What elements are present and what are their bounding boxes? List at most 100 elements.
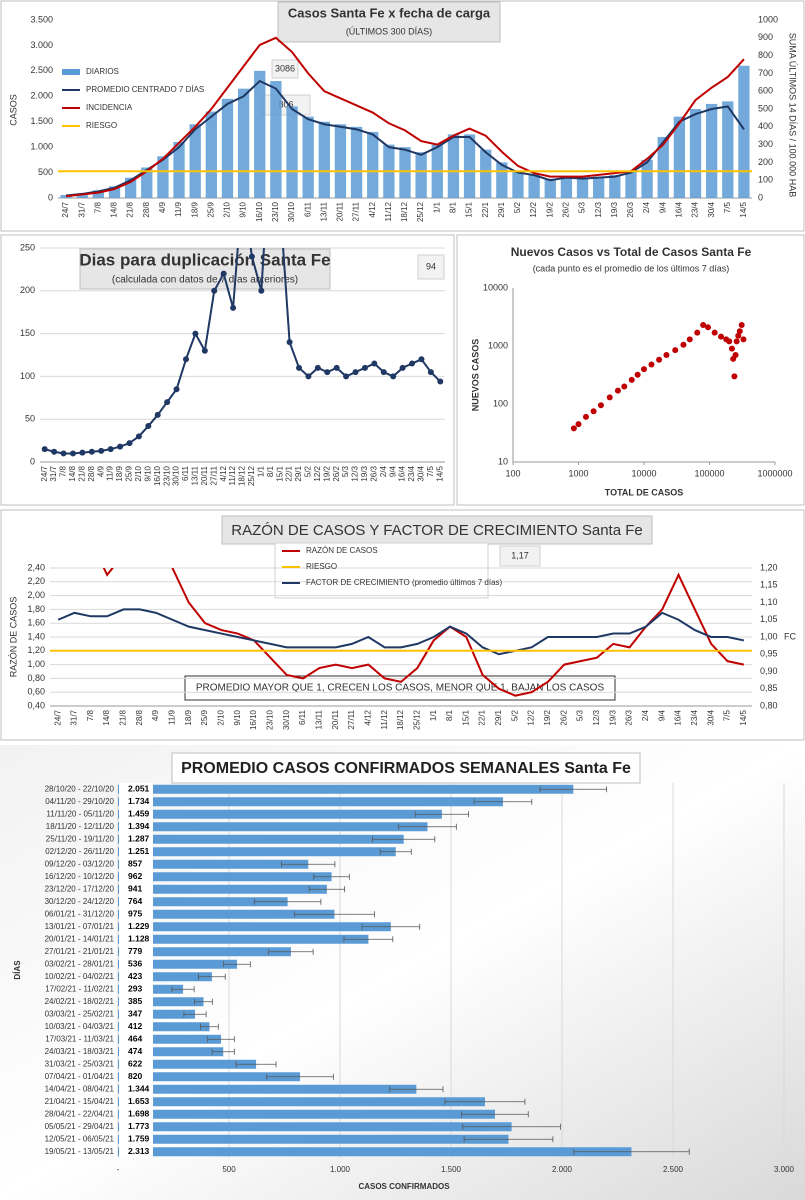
annotation-box: [417, 254, 445, 280]
bar: [254, 70, 266, 198]
error-bar: [461, 1111, 529, 1118]
point: [672, 347, 679, 354]
error-bar: [398, 823, 457, 830]
x-tick-label: 11/9: [106, 465, 115, 481]
bar: [689, 109, 702, 198]
y-tick-label: 3.500: [30, 14, 53, 24]
point: [733, 338, 740, 345]
category-label: 31/03/21 - 25/03/21: [45, 1059, 115, 1068]
x-tick-label: 5/2: [510, 709, 519, 721]
x-tick-label: 9/10: [239, 201, 248, 217]
y2-tick-label: 1000: [758, 14, 778, 24]
point: [220, 270, 227, 277]
x-tick-label: 14/5: [739, 709, 748, 725]
point: [437, 378, 444, 385]
category-label: 24/02/21 - 18/02/21: [45, 997, 115, 1006]
chart-subtitle: (cada punto es el promedio de los último…: [533, 263, 730, 273]
point: [590, 408, 597, 415]
category-label: 17/02/21 - 11/02/21: [45, 984, 114, 993]
bar: [118, 884, 327, 894]
bar: [118, 1059, 257, 1069]
x-tick-label: 19/2: [543, 709, 552, 725]
error-bar: [372, 836, 436, 843]
x-tick-label: 8/1: [266, 465, 275, 477]
bar: [350, 126, 363, 198]
chart-title: PROMEDIO CASOS CONFIRMADOS SEMANALES San…: [181, 760, 631, 777]
y2-tick-label: 1,20: [760, 562, 778, 572]
y2-tick-label: 1,10: [760, 597, 778, 607]
line: [102, 568, 745, 697]
x-tick-label: 1000: [568, 468, 588, 478]
data-label: 1.734: [128, 796, 150, 806]
category-label: 28/04/21 - 22/04/21: [45, 1109, 115, 1118]
data-label: 820: [128, 1071, 142, 1081]
bar: [399, 147, 411, 198]
data-label: 1.394: [128, 821, 150, 831]
y2-tick-label: 800: [758, 50, 773, 60]
x-tick-label: 13/11: [191, 465, 200, 485]
bar: [118, 797, 503, 807]
x-tick-label: 13/11: [314, 709, 323, 729]
y-tick-label: 2,00: [27, 590, 45, 600]
category-label: 11/11/20 - 05/11/20: [46, 809, 114, 818]
legend-label: DIARIOS: [86, 67, 119, 76]
point: [700, 322, 707, 329]
x-axis-label: CASOS CONFIRMADOS: [358, 1182, 450, 1191]
data-label: 1.653: [128, 1096, 150, 1106]
x-tick-label: 23/10: [162, 465, 171, 486]
error-bar: [223, 961, 251, 968]
bar: [118, 1122, 512, 1132]
y-tick-label: 0,40: [27, 700, 45, 710]
x-tick-label: 22/1: [478, 709, 487, 725]
category-label: 30/12/20 - 24/12/20: [45, 897, 115, 906]
data-label: 1.287: [128, 834, 150, 844]
x-tick-label: 12/3: [594, 201, 603, 217]
x-tick-label: 4/9: [158, 201, 167, 213]
y-tick-label: 3.000: [30, 40, 53, 50]
x-tick-label: 7/8: [86, 709, 95, 721]
x-tick-label: 30/10: [172, 465, 181, 486]
point: [230, 304, 237, 311]
y-tick-label: 1.000: [30, 142, 53, 152]
x-tick-label: 29/1: [494, 709, 503, 725]
bar: [673, 116, 686, 198]
bar: [157, 156, 169, 198]
x-tick-label: 16/4: [674, 201, 683, 217]
x-tick-label: 27/11: [209, 465, 218, 485]
bar: [367, 131, 379, 198]
y2-tick-label: 0,90: [760, 666, 778, 676]
point: [69, 450, 76, 457]
x-tick-label: 25/9: [125, 465, 134, 481]
data-label: 293: [128, 984, 142, 994]
category-label: 19/05/21 - 13/05/21: [45, 1147, 115, 1156]
x-tick-label: 24/7: [61, 201, 70, 217]
data-label: 1.128: [128, 934, 150, 944]
x-tick-label: 12/2: [529, 201, 538, 217]
x-tick-label: 8/1: [445, 709, 454, 721]
title-box: [79, 248, 331, 290]
bar: [738, 65, 750, 199]
bar: [706, 103, 718, 198]
point: [731, 373, 738, 380]
x-tick-label: 16/10: [153, 465, 162, 486]
x-tick-label: 2/4: [641, 709, 650, 721]
point: [286, 339, 293, 346]
bar: [118, 934, 369, 944]
bar: [118, 909, 335, 919]
x-tick-label: 1.500: [441, 1165, 462, 1174]
y2-tick-label: 0: [758, 192, 763, 202]
bar: [118, 1109, 495, 1119]
legend-label: FACTOR DE CRECIMIENTO (promedio últimos …: [306, 578, 503, 587]
point: [164, 399, 171, 406]
point: [718, 333, 725, 340]
point: [726, 338, 733, 345]
point: [333, 364, 340, 371]
y-axis-label: CASOS: [8, 94, 18, 126]
error-bar: [313, 873, 350, 880]
point: [371, 360, 378, 367]
y2-tick-label: 600: [758, 86, 773, 96]
point: [736, 328, 743, 335]
point: [614, 387, 621, 394]
bar: [593, 176, 605, 198]
x-tick-label: 4/9: [151, 709, 160, 721]
